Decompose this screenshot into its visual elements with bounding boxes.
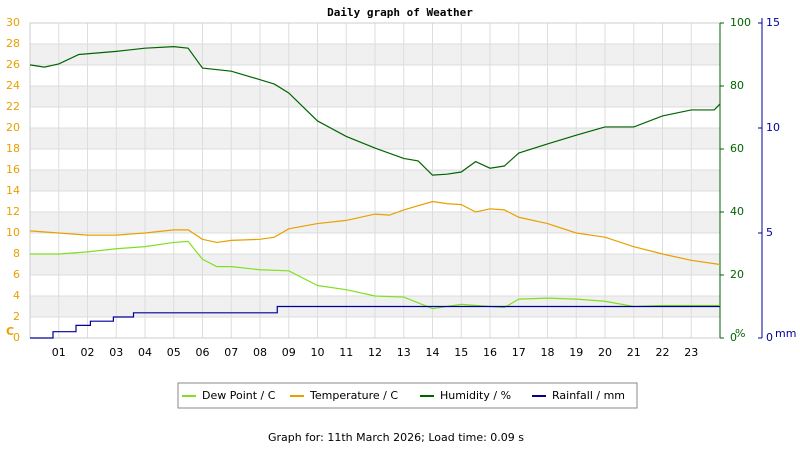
legend-box [177, 382, 638, 409]
y-tick-label: 20 [6, 121, 20, 134]
y-tick-label: 2 [13, 310, 20, 323]
x-tick-label: 11 [339, 346, 353, 359]
y-tick-label: 8 [13, 247, 20, 260]
x-tick-label: 14 [426, 346, 440, 359]
series-line [29, 200, 721, 266]
y-tick-label: 28 [6, 37, 20, 50]
y3-tick-label: 0 [766, 331, 773, 344]
series-line [30, 240, 720, 310]
x-tick-label: 18 [541, 346, 555, 359]
legend-label: Rainfall / mm [552, 389, 625, 402]
footer: Graph for: 11th March 2026; Load time: 0… [268, 431, 524, 444]
x-tick-label: 13 [397, 346, 411, 359]
x-tick-label: 10 [311, 346, 325, 359]
series-line [30, 305, 720, 339]
y3-unit: mm [775, 327, 796, 340]
legend-label: Temperature / C [309, 389, 398, 402]
x-tick-label: 16 [483, 346, 497, 359]
y-tick-label: 4 [13, 289, 20, 302]
legend-label: Humidity / % [440, 389, 511, 402]
x-tick-label: 23 [684, 346, 698, 359]
y3-tick-label: 5 [766, 226, 773, 239]
y-tick-label: 0 [13, 331, 20, 344]
y3-tick-label: 15 [766, 16, 780, 29]
y-tick-label: 14 [6, 184, 20, 197]
y2-unit: % [735, 327, 745, 340]
y-unit: C [6, 325, 14, 338]
y2-tick-label: 20 [730, 268, 744, 281]
y-tick-label: 18 [6, 142, 20, 155]
x-tick-label: 06 [196, 346, 210, 359]
y2-tick-label: 0 [730, 331, 737, 344]
x-tick-label: 19 [569, 346, 583, 359]
y-tick-label: 22 [6, 100, 20, 113]
x-tick-label: 08 [253, 346, 267, 359]
y2-tick-label: 40 [730, 205, 744, 218]
y-tick-label: 10 [6, 226, 20, 239]
legend-label: Dew Point / C [202, 389, 276, 402]
y-tick-label: 24 [6, 79, 20, 92]
x-tick-label: 05 [167, 346, 181, 359]
x-tick-label: 21 [627, 346, 641, 359]
x-tick-label: 04 [138, 346, 152, 359]
x-tick-label: 17 [512, 346, 526, 359]
y3-tick-label: 10 [766, 121, 780, 134]
x-tick-label: 22 [656, 346, 670, 359]
x-tick-label: 03 [109, 346, 123, 359]
x-tick-label: 20 [598, 346, 612, 359]
series-line [29, 46, 721, 176]
x-tick-label: 02 [81, 346, 95, 359]
y-tick-label: 26 [6, 58, 20, 71]
y-tick-label: 12 [6, 205, 20, 218]
y-tick-label: 16 [6, 163, 20, 176]
y2-tick-label: 80 [730, 79, 744, 92]
x-tick-label: 09 [282, 346, 296, 359]
y-tick-label: 30 [6, 16, 20, 29]
x-tick-label: 15 [454, 346, 468, 359]
x-tick-label: 12 [368, 346, 382, 359]
chart-title: Daily graph of Weather [327, 6, 473, 19]
x-tick-label: 07 [224, 346, 238, 359]
x-tick-label: 01 [52, 346, 66, 359]
y-tick-label: 6 [13, 268, 20, 281]
y2-tick-label: 60 [730, 142, 744, 155]
y2-tick-label: 100 [730, 16, 751, 29]
